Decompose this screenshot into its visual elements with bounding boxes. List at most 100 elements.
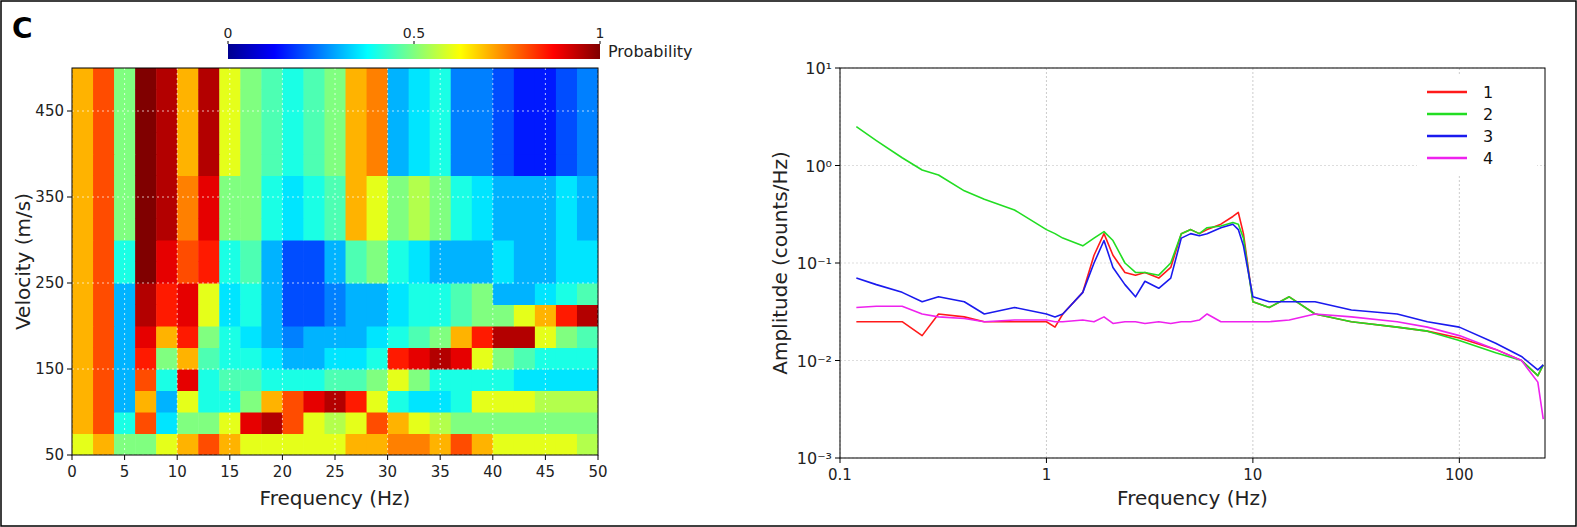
heatmap-cell — [303, 133, 325, 155]
heatmap-cell — [346, 434, 368, 456]
heatmap-cell — [93, 219, 115, 241]
heatmap-cell — [493, 369, 515, 391]
heatmap-cell — [388, 434, 410, 456]
heatmap-cell — [577, 369, 598, 391]
heatmap-cell — [472, 305, 494, 327]
heatmap-cell — [156, 326, 178, 348]
heatmap-cell — [409, 369, 431, 391]
heatmap-cell — [346, 348, 368, 370]
heatmap-cell — [577, 305, 598, 327]
tick-label: 45 — [536, 463, 555, 481]
heatmap-cell — [198, 176, 220, 198]
heatmap-cell — [556, 154, 578, 176]
heatmap-cell — [282, 262, 304, 284]
heatmap-cell — [472, 391, 494, 413]
tick-label: 30 — [378, 463, 397, 481]
heatmap-cell — [156, 111, 178, 133]
heatmap-cell — [93, 412, 115, 434]
heatmap-cell — [367, 262, 389, 284]
heatmap-cell — [556, 434, 578, 456]
heatmap-cell — [135, 391, 157, 413]
heatmap-cell — [367, 305, 389, 327]
heatmap-cell — [556, 283, 578, 305]
heatmap-cell — [240, 240, 262, 262]
plot-frame — [72, 68, 598, 455]
heatmap-cell — [93, 348, 115, 370]
heatmap-cell — [493, 283, 515, 305]
heatmap-cell — [198, 262, 220, 284]
heatmap-cell — [451, 391, 473, 413]
heatmap-cell — [409, 133, 431, 155]
heatmap-cell — [367, 240, 389, 262]
tick-label: 450 — [35, 102, 64, 120]
heatmap-cell — [388, 369, 410, 391]
tick-label: 35 — [431, 463, 450, 481]
heatmap-cell — [451, 111, 473, 133]
tick — [835, 263, 840, 264]
heatmap-cell — [367, 176, 389, 198]
heatmap-cell — [556, 219, 578, 241]
heatmap-cell — [198, 412, 220, 434]
heatmap-cell — [135, 219, 157, 241]
heatmap-cell — [261, 68, 283, 90]
heatmap-cell — [135, 262, 157, 284]
tick-label: 40 — [483, 463, 502, 481]
heatmap-cell — [388, 90, 410, 112]
heatmap-cell — [240, 68, 262, 90]
heatmap-cell — [388, 240, 410, 262]
heatmap-cell — [93, 240, 115, 262]
heatmap-cell — [93, 391, 115, 413]
heatmap-cell — [514, 305, 536, 327]
heatmap-cell — [451, 240, 473, 262]
heatmap-cell — [135, 326, 157, 348]
grid-line — [72, 283, 598, 284]
heatmap-cell — [240, 391, 262, 413]
heatmap-cell — [303, 348, 325, 370]
heatmap-cell — [367, 434, 389, 456]
tick-label: 25 — [325, 463, 344, 481]
heatmap-cell — [240, 369, 262, 391]
heatmap-cell — [282, 391, 304, 413]
heatmap-cell — [261, 369, 283, 391]
heatmap-cell — [282, 176, 304, 198]
tick — [835, 165, 840, 166]
tick-label: 150 — [35, 360, 64, 378]
heatmap-cell — [135, 154, 157, 176]
heatmap-cell — [493, 262, 515, 284]
heatmap-cell — [346, 283, 368, 305]
plot-frame — [840, 68, 1545, 458]
heatmap-cell — [198, 326, 220, 348]
heatmap-cell — [303, 262, 325, 284]
heatmap-cell — [156, 348, 178, 370]
heatmap-cell — [388, 305, 410, 327]
heatmap-cell — [514, 111, 536, 133]
heatmap-cell — [346, 90, 368, 112]
heatmap-cell — [72, 326, 94, 348]
heatmap-cell — [282, 369, 304, 391]
heatmap-cell — [556, 348, 578, 370]
heatmap-cell — [240, 197, 262, 219]
heatmap-cell — [514, 348, 536, 370]
heatmap-cell — [198, 90, 220, 112]
heatmap-cell — [346, 369, 368, 391]
heatmap-cell — [93, 111, 115, 133]
heatmap-cell — [135, 111, 157, 133]
heatmap-cell — [451, 68, 473, 90]
heatmap-cell — [135, 68, 157, 90]
heatmap-cell — [261, 240, 283, 262]
legend-label: 1 — [1483, 83, 1493, 102]
heatmap-cell — [72, 133, 94, 155]
grid-line — [492, 68, 493, 455]
heatmap-cell — [72, 111, 94, 133]
tick — [1459, 458, 1460, 463]
heatmap-cell — [472, 197, 494, 219]
heatmap-cell — [577, 133, 598, 155]
heatmap-cell — [303, 240, 325, 262]
heatmap-cell — [177, 283, 199, 305]
heatmap-cell — [72, 391, 94, 413]
figure: 0510152025303540455050150250350450Freque… — [0, 0, 1577, 527]
heatmap-cell — [135, 133, 157, 155]
heatmap-cell — [177, 348, 199, 370]
tick — [598, 455, 599, 460]
heatmap-cell — [135, 412, 157, 434]
